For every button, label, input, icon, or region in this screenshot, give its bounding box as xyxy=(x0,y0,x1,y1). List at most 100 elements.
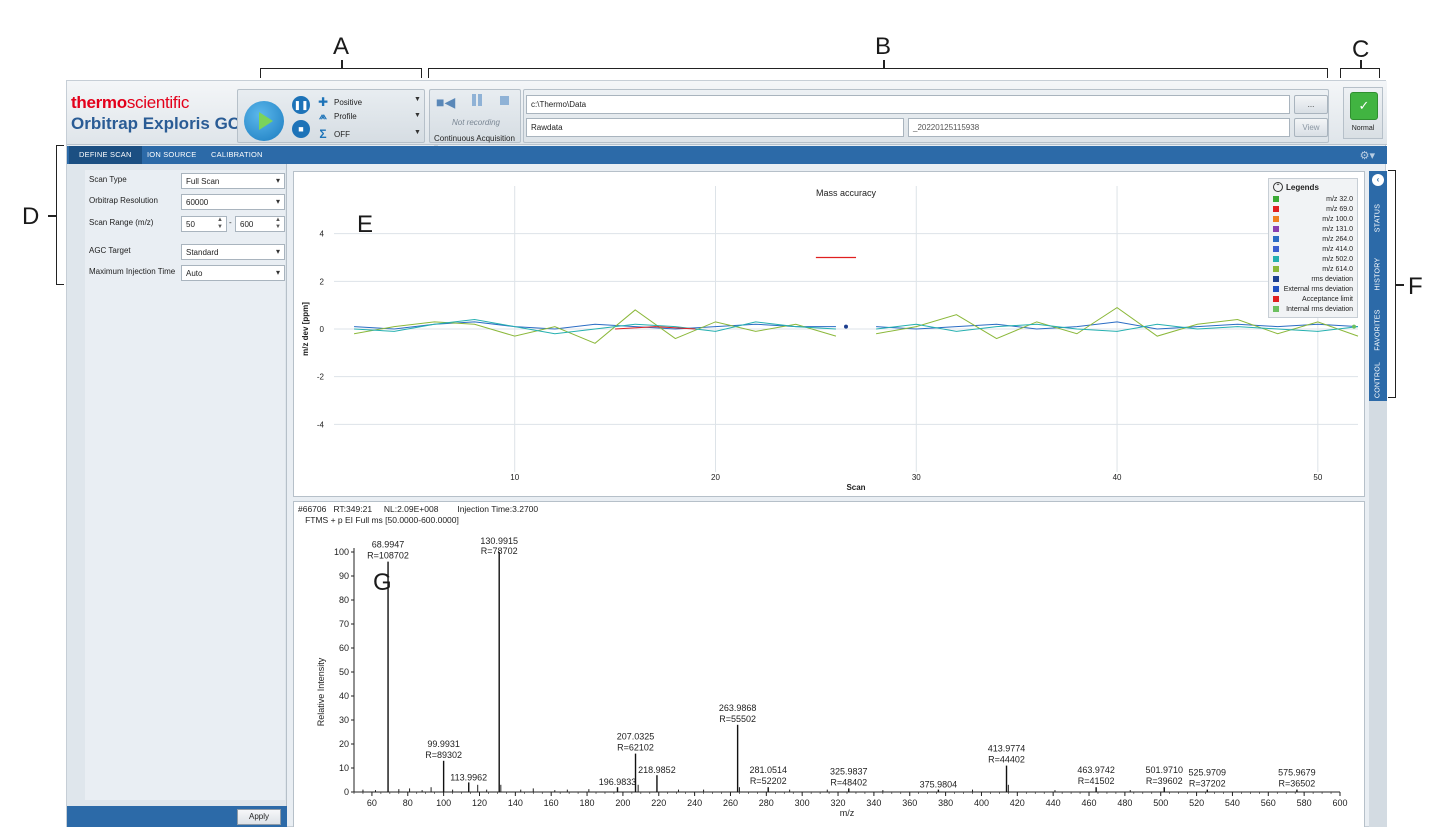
scan-range-high-input[interactable]: 600 ▲ ▼ xyxy=(235,216,285,232)
tab-history-label: HISTORY xyxy=(1374,257,1382,291)
legend-label: m/z 32.0 xyxy=(1326,195,1353,203)
spinner-arrows-icon[interactable]: ▲ ▼ xyxy=(275,217,281,230)
record-stop-icon[interactable] xyxy=(500,96,509,105)
apply-bar: Apply xyxy=(67,806,287,827)
polarity-value: Positive xyxy=(334,97,363,107)
x-tick-label: 520 xyxy=(1189,798,1204,808)
peak-mz-label: 196.9833 xyxy=(599,777,637,787)
status-ok-icon xyxy=(1350,92,1378,120)
data-type-selector[interactable]: ⩕ Profile xyxy=(316,111,357,122)
peak-resolution-label: R=37202 xyxy=(1189,779,1226,789)
gear-icon[interactable]: ⚙▾ xyxy=(1359,150,1375,162)
browse-button[interactable]: ... xyxy=(1294,95,1328,114)
y-tick-label: 40 xyxy=(339,691,349,701)
tab-status[interactable]: STATUS xyxy=(1369,193,1387,243)
legend-swatch xyxy=(1273,256,1279,262)
legend-label: m/z 264.0 xyxy=(1322,235,1353,243)
x-tick-label: 340 xyxy=(866,798,881,808)
spinner-arrows-icon[interactable]: ▲ ▼ xyxy=(217,217,223,230)
legend-label: m/z 414.0 xyxy=(1322,245,1353,253)
peak-mz-label: 263.9868 xyxy=(719,703,757,713)
x-tick-label: 140 xyxy=(508,798,523,808)
bracket-d-tick xyxy=(48,215,56,217)
raw-file-name-field[interactable]: Rawdata xyxy=(526,118,904,137)
record-pause-icon[interactable] xyxy=(470,94,484,106)
x-tick-label: 80 xyxy=(403,798,413,808)
x-tick-label: 30 xyxy=(912,473,921,482)
instrument-model: Orbitrap Exploris GC 240 xyxy=(71,114,274,133)
scan-range-low-input[interactable]: 50 ▲ ▼ xyxy=(181,216,227,232)
acquisition-mode-value: Continuous Acquisition xyxy=(434,134,515,143)
stop-button[interactable]: ■ xyxy=(292,120,310,138)
tab-ion-source[interactable]: ION SOURCE xyxy=(147,150,197,159)
view-button[interactable]: View xyxy=(1294,118,1328,137)
pause-button[interactable]: ❚❚ xyxy=(292,96,310,114)
legend-item: External rms deviation xyxy=(1273,284,1353,294)
y-tick-label: 10 xyxy=(339,763,349,773)
y-tick-label: 30 xyxy=(339,715,349,725)
legend-label: m/z 131.0 xyxy=(1322,225,1353,233)
sum-value: OFF xyxy=(334,129,350,139)
peak-mz-label: 207.0325 xyxy=(617,732,655,742)
tab-history[interactable]: HISTORY xyxy=(1369,247,1387,301)
legend-swatch xyxy=(1273,306,1279,312)
y-tick-label: 20 xyxy=(339,739,349,749)
annotation-b: B xyxy=(875,33,892,60)
legend-item: m/z 69.0 xyxy=(1273,204,1353,214)
x-tick-label: 240 xyxy=(687,798,702,808)
y-tick-label: 50 xyxy=(339,667,349,677)
y-tick-label: 0 xyxy=(320,325,325,334)
legend-collapse-icon[interactable]: ⌃ xyxy=(1273,182,1283,192)
spectrum-chart: #66706 RT:349:21 NL:2.09E+008 Injection … xyxy=(293,501,1365,827)
apply-button[interactable]: Apply xyxy=(237,809,281,825)
bracket-f xyxy=(1388,170,1396,398)
bracket-c-tick xyxy=(1360,60,1362,68)
x-tick-label: 560 xyxy=(1261,798,1276,808)
tab-favorites[interactable]: FAVORITES xyxy=(1369,301,1387,359)
top-toolbar: thermoscientific Orbitrap Exploris GC 24… xyxy=(67,81,1387,152)
raw-file-suffix-field[interactable]: _20220125115938 xyxy=(908,118,1290,137)
polarity-dropdown-icon[interactable]: ▼ xyxy=(414,96,421,103)
camera-icon[interactable]: ■◀ xyxy=(436,94,456,110)
legend-item: m/z 131.0 xyxy=(1273,224,1353,234)
bracket-d xyxy=(56,145,64,285)
peak-resolution-label: R=39602 xyxy=(1146,776,1183,786)
x-tick-label: 100 xyxy=(436,798,451,808)
data-type-dropdown-icon[interactable]: ▼ xyxy=(414,112,421,119)
mass-accuracy-chart: Mass accuracy 10 20 30 40 50 4 2 0 -2 -4 Scan m/z de… xyxy=(293,171,1365,497)
x-tick-label: 420 xyxy=(1010,798,1025,808)
bracket-b-tick xyxy=(883,60,885,68)
agc-target-select[interactable]: Standard xyxy=(181,244,285,260)
annotation-c: C xyxy=(1352,36,1370,63)
max-injection-time-select[interactable]: Auto xyxy=(181,265,285,281)
y-tick-label: 90 xyxy=(339,571,349,581)
tab-calibration[interactable]: CALIBRATION xyxy=(211,150,263,159)
data-series-line xyxy=(876,321,1359,330)
peak-resolution-label: R=36502 xyxy=(1279,779,1316,789)
legend-item: m/z 100.0 xyxy=(1273,214,1353,224)
chart-legend: ⌃ Legends m/z 32.0 m/z 69.0 m/z 100.0 m/z 13… xyxy=(1268,178,1358,318)
tab-define-scan[interactable]: DEFINE SCAN xyxy=(69,146,142,164)
annotation-a: A xyxy=(333,33,350,60)
data-folder-field[interactable]: c:\Thermo\Data xyxy=(526,95,1290,114)
polarity-selector[interactable]: ✚ Positive xyxy=(316,95,362,109)
legend-swatch xyxy=(1273,216,1279,222)
sum-selector[interactable]: Σ OFF xyxy=(316,127,350,141)
instrument-status[interactable]: Normal xyxy=(1343,87,1383,139)
tab-control[interactable]: CONTROL xyxy=(1369,357,1387,403)
sum-dropdown-icon[interactable]: ▼ xyxy=(414,129,421,136)
legend-swatch xyxy=(1273,246,1279,252)
x-tick-label: 20 xyxy=(711,473,720,482)
x-tick-label: 360 xyxy=(902,798,917,808)
x-tick-label: 160 xyxy=(544,798,559,808)
collapse-sidebar-icon[interactable]: ‹ xyxy=(1372,174,1384,186)
start-acquisition-button[interactable] xyxy=(244,101,284,141)
legend-label: m/z 69.0 xyxy=(1326,205,1353,213)
legend-swatch xyxy=(1273,296,1279,302)
orbitrap-resolution-select[interactable]: 60000 xyxy=(181,194,285,210)
scan-type-select[interactable]: Full Scan xyxy=(181,173,285,189)
peak-resolution-label: R=78702 xyxy=(481,546,518,556)
peak-resolution-label: R=44402 xyxy=(988,755,1025,765)
peak-resolution-label: R=108702 xyxy=(367,551,409,561)
annotation-d: D xyxy=(22,203,40,230)
